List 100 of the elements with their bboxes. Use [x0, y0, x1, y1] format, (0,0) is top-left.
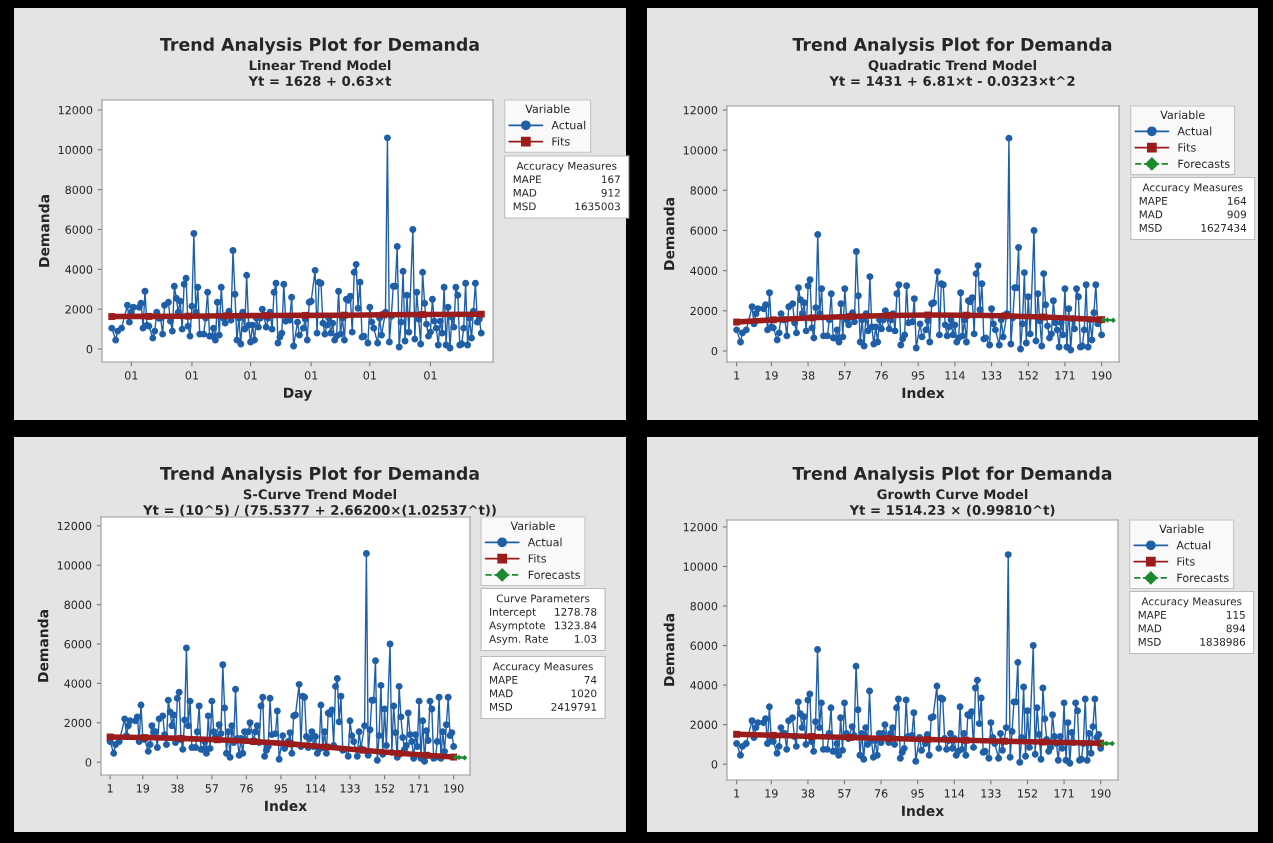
x-tick-label: 19	[765, 789, 778, 798]
x-tick-label: 1	[734, 789, 740, 798]
x-tick-label: 171	[1055, 371, 1075, 380]
y-axis-title: Demanda	[663, 614, 675, 686]
x-tick-label: 190	[1092, 371, 1112, 380]
y-tick-label: 8000	[65, 185, 93, 195]
y-tick-label: 6000	[690, 641, 718, 650]
point	[1109, 740, 1115, 747]
text: Curve Parameters	[496, 594, 590, 603]
x-tick-label: 19	[136, 784, 150, 793]
chart-title: Trend Analysis Plot for Demanda	[160, 37, 479, 55]
x-tick-label: 19	[765, 371, 778, 380]
point	[808, 733, 816, 740]
y-tick-label: 10000	[58, 145, 93, 155]
text: 74	[584, 676, 597, 684]
x-tick-label: 190	[444, 784, 464, 793]
text: Asymptote	[489, 621, 545, 632]
legend-title: Variable	[525, 104, 570, 114]
x-tick-label: 95	[911, 371, 925, 380]
text: Accuracy Measures	[1141, 597, 1242, 608]
y-tick-label: 2000	[65, 305, 93, 314]
legend-label: Forecasts	[1178, 159, 1230, 168]
x-tick-label: 01	[185, 371, 198, 380]
x-tick-label: 57	[838, 371, 851, 380]
y-tick-label: 0	[86, 345, 93, 354]
legend-label: Actual	[1176, 540, 1211, 550]
x-tick-label: 38	[171, 784, 184, 793]
y-tick-label: 0	[711, 346, 718, 356]
legend-label: Forecasts	[528, 570, 580, 579]
text: MAD	[1138, 624, 1162, 633]
y-tick-label: 4000	[65, 265, 93, 274]
x-tick-label: 1	[107, 784, 113, 793]
point	[923, 736, 931, 743]
x-tick-label: 38	[801, 371, 815, 380]
text: 912	[601, 188, 620, 197]
x-axis-title: Index	[265, 800, 307, 812]
legend-label: Actual	[527, 537, 562, 547]
text: MSD	[1139, 223, 1162, 232]
point	[962, 736, 970, 744]
text: Intercept	[490, 608, 536, 618]
y-tick-label: 0	[85, 758, 92, 767]
x-tick-label: 133	[340, 784, 360, 793]
text: 1838986	[1200, 637, 1246, 646]
y-axis-title: Demanda	[38, 195, 50, 267]
y-tick-label: 10000	[683, 562, 718, 571]
x-tick-label: 01	[244, 371, 257, 380]
y-tick-label: 4000	[64, 679, 92, 688]
point	[395, 749, 403, 757]
y-tick-label: 6000	[690, 226, 718, 235]
text: 909	[1227, 210, 1247, 219]
x-tick-label: 01	[424, 371, 437, 380]
point	[1000, 737, 1008, 745]
text: MAD	[513, 189, 537, 197]
y-tick-label: 0	[711, 760, 718, 769]
text: 2419791	[551, 702, 597, 711]
legend-title: Variable	[1160, 110, 1205, 120]
y-tick-label: 4000	[690, 266, 718, 276]
x-tick-label: 114	[306, 784, 326, 793]
x-tick-label: 95	[911, 789, 924, 798]
legend-title: Variable	[510, 521, 555, 531]
text: 115	[1226, 611, 1245, 619]
x-axis-title: Day	[284, 387, 313, 401]
y-tick-label: 6000	[65, 225, 93, 234]
y-tick-label: 10000	[683, 146, 718, 155]
text: MAPE	[490, 676, 518, 684]
text: MSD	[1138, 637, 1161, 646]
y-axis-title: Demanda	[37, 610, 49, 682]
point	[885, 735, 893, 742]
x-tick-label: 152	[375, 784, 395, 793]
legend-title: Variable	[1159, 524, 1204, 534]
legend-label: Fits	[1178, 143, 1196, 152]
point	[422, 751, 430, 759]
x-tick-label: 1	[734, 371, 740, 380]
x-tick-label: 171	[409, 784, 429, 793]
x-tick-label: 114	[945, 371, 965, 380]
text: 167	[601, 175, 620, 184]
chart-subtitle: S-Curve Trend Model Yt = (10^5) / (75.5377 + 2.66200×(1.02537^t))	[142, 489, 496, 517]
text: 1627434	[1201, 223, 1247, 232]
legend-label: Fits	[552, 137, 570, 146]
y-tick-label: 2000	[64, 718, 92, 728]
legend-label: Fits	[528, 554, 547, 563]
x-axis-title: Index	[902, 387, 945, 399]
y-axis-title: Demanda	[663, 198, 675, 270]
text: 1.03	[575, 634, 597, 643]
y-tick-label: 12000	[57, 521, 92, 531]
x-tick-label: 76	[875, 371, 888, 380]
y-tick-label: 12000	[58, 105, 93, 115]
x-tick-label: 01	[124, 371, 138, 380]
text: 894	[1226, 624, 1246, 633]
text: 1323.84	[555, 621, 597, 630]
chart-title: Trend Analysis Plot for Demanda	[792, 37, 1112, 55]
x-tick-label: 76	[874, 789, 888, 798]
chart-subtitle: Quadratic Trend Model Yt = 1431 + 6.81×t - 0.0323×t^2	[829, 60, 1075, 86]
point	[733, 730, 741, 738]
text: Asym. Rate	[489, 635, 548, 645]
x-tick-label: 133	[982, 371, 1002, 380]
x-tick-label: 152	[1018, 789, 1037, 798]
x-axis-title: Index	[902, 805, 944, 817]
legend-label: Forecasts	[1177, 573, 1229, 582]
x-tick-label: 133	[981, 789, 1001, 798]
